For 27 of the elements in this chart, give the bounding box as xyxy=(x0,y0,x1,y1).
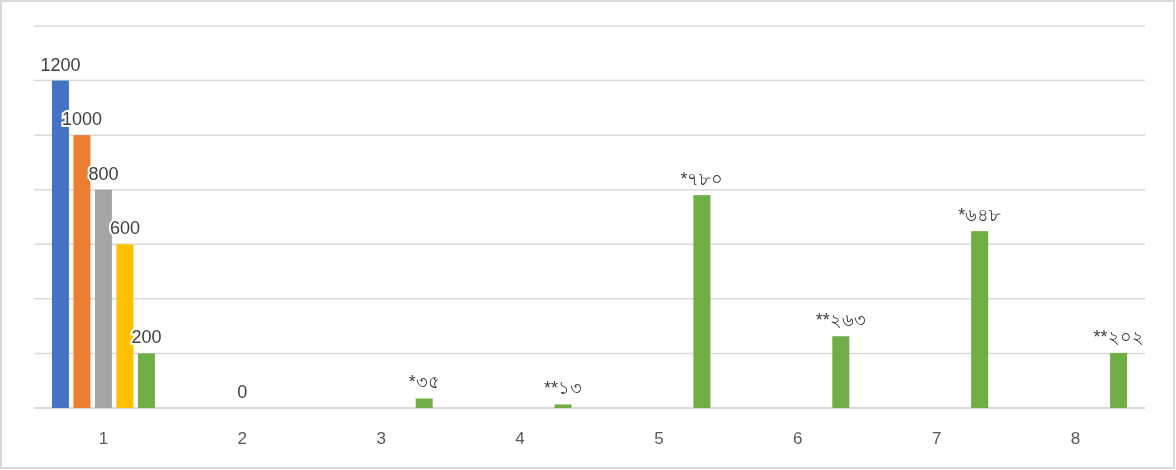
data-label: 0 xyxy=(237,382,248,402)
x-tick-label: 2 xyxy=(237,429,248,448)
x-tick-label: 6 xyxy=(793,429,803,448)
x-tick-label: 5 xyxy=(654,429,664,448)
data-label: *৭৮০ xyxy=(680,169,724,190)
data-label: 1200 xyxy=(40,54,81,75)
x-tick-label: 3 xyxy=(376,429,386,448)
bar xyxy=(554,404,572,408)
x-tick-label: 8 xyxy=(1070,429,1081,448)
data-label: *৩৫ xyxy=(408,372,440,393)
data-label: **১৩ xyxy=(544,378,583,399)
bar xyxy=(116,244,134,408)
data-label: *৬৪৮ xyxy=(958,205,1002,226)
bar xyxy=(693,195,711,408)
bar xyxy=(1110,352,1128,408)
bar xyxy=(971,231,989,408)
bar xyxy=(832,336,850,408)
data-label: **২০২ xyxy=(1093,326,1144,347)
bar xyxy=(73,135,91,408)
data-label: 600 xyxy=(109,218,140,239)
bar xyxy=(415,398,433,408)
x-tick-label: 4 xyxy=(515,429,525,448)
x-tick-label: 7 xyxy=(931,429,942,448)
bar xyxy=(137,353,155,408)
x-tick-label: 1 xyxy=(98,429,109,448)
bar xyxy=(94,189,112,408)
data-label: **২৬৩ xyxy=(815,310,866,331)
